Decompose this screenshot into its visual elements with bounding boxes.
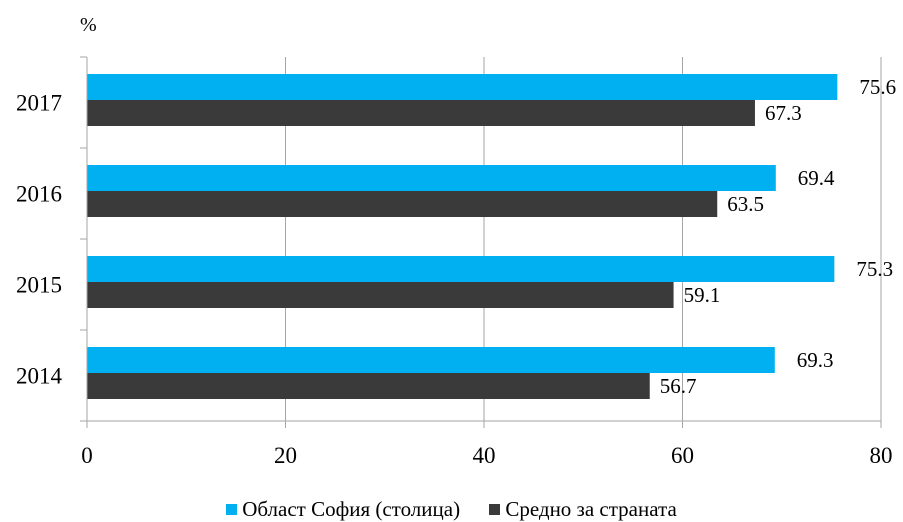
data-label-national-2014: 56.7 bbox=[660, 374, 697, 398]
x-tick-label-0: 0 bbox=[81, 443, 93, 468]
data-label-national-2016: 63.5 bbox=[727, 192, 764, 216]
legend-item-sofia: Област София (столица) bbox=[226, 497, 460, 522]
data-label-sofia-2017: 75.6 bbox=[859, 75, 896, 99]
bar-national-2014 bbox=[87, 373, 650, 399]
legend: Област София (столица) Средно за странат… bbox=[0, 496, 903, 522]
bar-national-2015 bbox=[87, 282, 674, 308]
unit-label: % bbox=[80, 14, 97, 36]
data-label-sofia-2016: 69.4 bbox=[798, 166, 835, 190]
bar-national-2017 bbox=[87, 100, 755, 126]
legend-label-sofia: Област София (столица) bbox=[242, 497, 461, 521]
data-label-sofia-2015: 75.3 bbox=[856, 257, 893, 281]
bar-sofia-2015 bbox=[87, 256, 835, 282]
x-tick-label-60: 60 bbox=[671, 443, 694, 468]
data-label-sofia-2014: 69.3 bbox=[797, 348, 834, 372]
legend-swatch-sofia bbox=[226, 504, 238, 515]
bar-national-2016 bbox=[87, 191, 718, 217]
legend-label-national: Средно за страната bbox=[505, 497, 677, 521]
category-label-2017: 2017 bbox=[16, 91, 62, 116]
legend-item-national: Средно за страната bbox=[489, 497, 677, 522]
category-label-2015: 2015 bbox=[16, 273, 62, 298]
bar-sofia-2014 bbox=[87, 347, 775, 373]
category-label-2016: 2016 bbox=[16, 182, 62, 207]
data-label-national-2015: 59.1 bbox=[684, 283, 721, 307]
data-label-national-2017: 67.3 bbox=[765, 101, 802, 125]
bar-sofia-2016 bbox=[87, 165, 776, 191]
legend-swatch-national bbox=[489, 504, 501, 515]
category-label-2014: 2014 bbox=[16, 364, 63, 389]
x-tick-label-80: 80 bbox=[870, 443, 893, 468]
bar-chart: 75.6 67.3 2017 69.4 63.5 2016 75.3 59.1 2015 69.3… bbox=[16, 56, 896, 468]
x-tick-label-20: 20 bbox=[274, 443, 297, 468]
x-tick-label-40: 40 bbox=[473, 443, 496, 468]
bar-sofia-2017 bbox=[87, 74, 838, 100]
